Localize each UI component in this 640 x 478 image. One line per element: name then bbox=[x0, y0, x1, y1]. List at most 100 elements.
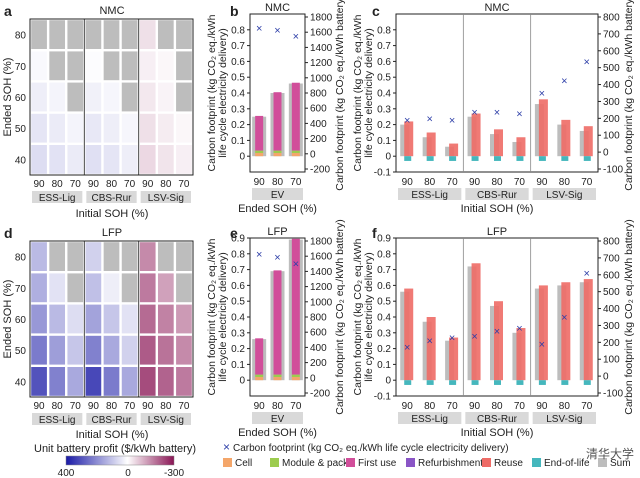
panel-letter-e: e bbox=[230, 225, 238, 241]
right-tick-label: 600 bbox=[310, 328, 327, 339]
heatmap-group-label: ESS-Lig bbox=[39, 193, 76, 204]
carbon-marker: × bbox=[293, 31, 299, 43]
panel-c-grouped-bars: NMC -0.1 0 0.1 0.2 0.3 0.4 0.5 0.6 0.7 0.8 -100 0 100… bbox=[352, 0, 635, 215]
right-tick-label: 700 bbox=[603, 253, 620, 264]
eol-bar bbox=[516, 380, 524, 385]
carbon-marker: × bbox=[293, 258, 299, 270]
left-tick-label: 0.2 bbox=[377, 344, 391, 355]
left-tick-label: 0.6 bbox=[231, 281, 245, 292]
heatmap-group-label: LSV-Sig bbox=[148, 193, 184, 204]
left-ylabel-line2: life cycle electricity delivery) bbox=[217, 252, 229, 382]
right-tick-label: 1400 bbox=[310, 267, 333, 278]
left-tick-label: 0.4 bbox=[231, 89, 245, 100]
first-use-bar bbox=[273, 92, 282, 151]
group-label: ESS-Lig bbox=[411, 414, 448, 425]
right-tick-label: 100 bbox=[603, 355, 620, 366]
carbon-marker: × bbox=[584, 56, 590, 68]
carbon-marker: × bbox=[274, 252, 280, 264]
x-tick-label: 90 bbox=[254, 401, 266, 412]
module-bar bbox=[291, 374, 300, 378]
left-tick-label: 0.7 bbox=[377, 41, 391, 52]
left-tick-label: 0.1 bbox=[377, 136, 391, 147]
right-tick-label: 100 bbox=[603, 131, 620, 142]
eol-bar bbox=[561, 156, 569, 161]
right-tick-label: 0 bbox=[310, 149, 316, 160]
heatmap-cell bbox=[121, 145, 138, 174]
ev-xlabel: Ended SOH (%) bbox=[238, 427, 317, 439]
heatmap-ytick: 50 bbox=[15, 124, 27, 135]
heatmap-ytick: 80 bbox=[15, 253, 27, 264]
right-tick-label: 200 bbox=[310, 134, 327, 145]
group-label: CBS-Rur bbox=[477, 190, 518, 201]
group-label-box bbox=[140, 413, 191, 425]
right-tick-label: 200 bbox=[310, 358, 327, 369]
heatmap-xtick: 90 bbox=[33, 179, 45, 190]
group-label: LSV-Sig bbox=[546, 414, 582, 425]
heatmap-cell bbox=[121, 113, 138, 143]
right-tick-label: 400 bbox=[310, 343, 327, 354]
left-ylabel-line1: Carbon footprint (kg CO₂ eq./kWh bbox=[352, 14, 364, 171]
eol-bar bbox=[449, 156, 457, 161]
heatmap-cell bbox=[103, 51, 120, 81]
heatmap-cell bbox=[121, 20, 138, 49]
heatmap-cell bbox=[49, 113, 66, 143]
left-tick-label: 0.7 bbox=[231, 265, 245, 276]
cell-bar bbox=[273, 377, 282, 381]
heatmap-xtick: 90 bbox=[88, 401, 100, 412]
reuse-bar bbox=[471, 113, 481, 157]
left-tick-label: 0.3 bbox=[231, 104, 245, 115]
heatmap-xtick: 80 bbox=[52, 179, 64, 190]
heatmap-cell bbox=[139, 335, 156, 365]
ev-xlabel: Ended SOH (%) bbox=[238, 203, 317, 215]
heatmap-xtick: 90 bbox=[142, 179, 154, 190]
left-tick-label: 0.5 bbox=[231, 297, 245, 308]
x-tick-label: 70 bbox=[447, 401, 459, 412]
module-bar bbox=[273, 150, 282, 154]
heatmap-xtick: 90 bbox=[142, 401, 154, 412]
left-tick-label: 0.5 bbox=[231, 73, 245, 84]
heatmap-group-label: CBS-Rur bbox=[91, 415, 132, 426]
heatmap-cell bbox=[121, 273, 138, 303]
heatmap-cell bbox=[139, 145, 156, 174]
heatmap-cell bbox=[176, 304, 192, 334]
left-tick-label: -0.1 bbox=[374, 392, 392, 403]
legend-items: Cell Module & pack First use Refurbishment R… bbox=[223, 458, 631, 469]
panel-d-heatmap: LFP 80 70 60 50 40 Ended SOH (%) 90 80 70 ESS-L… bbox=[2, 227, 194, 441]
heatmap-cell bbox=[49, 20, 66, 49]
reuse-bar bbox=[494, 129, 503, 157]
group-label: LSV-Sig bbox=[546, 190, 582, 201]
left-tick-label: 0.6 bbox=[231, 57, 245, 68]
ev-group-label: EV bbox=[271, 190, 285, 201]
carbon-marker: × bbox=[471, 331, 477, 343]
legend-swatch-refurb bbox=[406, 458, 415, 467]
heatmap-xtick: 70 bbox=[70, 401, 82, 412]
carbon-marker: × bbox=[426, 113, 432, 125]
heatmap-cell bbox=[157, 20, 174, 49]
group-label-box bbox=[398, 188, 462, 200]
heatmap-cell bbox=[121, 51, 138, 81]
heatmap-cell bbox=[31, 273, 47, 303]
reuse-bar bbox=[538, 285, 548, 381]
heatmap-cell bbox=[139, 242, 156, 271]
heatmap-cell bbox=[85, 367, 102, 396]
legend-swatch-eol bbox=[532, 458, 541, 467]
carbon-marker: × bbox=[539, 88, 545, 100]
reuse-bar bbox=[404, 121, 414, 157]
carbon-marker: × bbox=[471, 107, 477, 119]
x-tick-label: 90 bbox=[402, 401, 414, 412]
legend-swatch-module bbox=[270, 458, 279, 467]
x-tick-label: 70 bbox=[514, 401, 526, 412]
heatmap-cell bbox=[121, 82, 138, 112]
left-tick-label: 0.1 bbox=[231, 360, 245, 371]
x-tick-label: 80 bbox=[272, 177, 284, 188]
cell-bar bbox=[291, 377, 300, 381]
heatmap-cell bbox=[157, 304, 174, 334]
reuse-bar bbox=[561, 119, 571, 157]
x-tick-label: 70 bbox=[581, 177, 593, 188]
reuse-bar bbox=[426, 132, 436, 157]
x-tick-label: 90 bbox=[536, 177, 548, 188]
heatmap-cell bbox=[139, 304, 156, 334]
carbon-marker: × bbox=[404, 342, 410, 354]
module-bar bbox=[291, 150, 300, 154]
heatmap-cell bbox=[157, 367, 174, 396]
